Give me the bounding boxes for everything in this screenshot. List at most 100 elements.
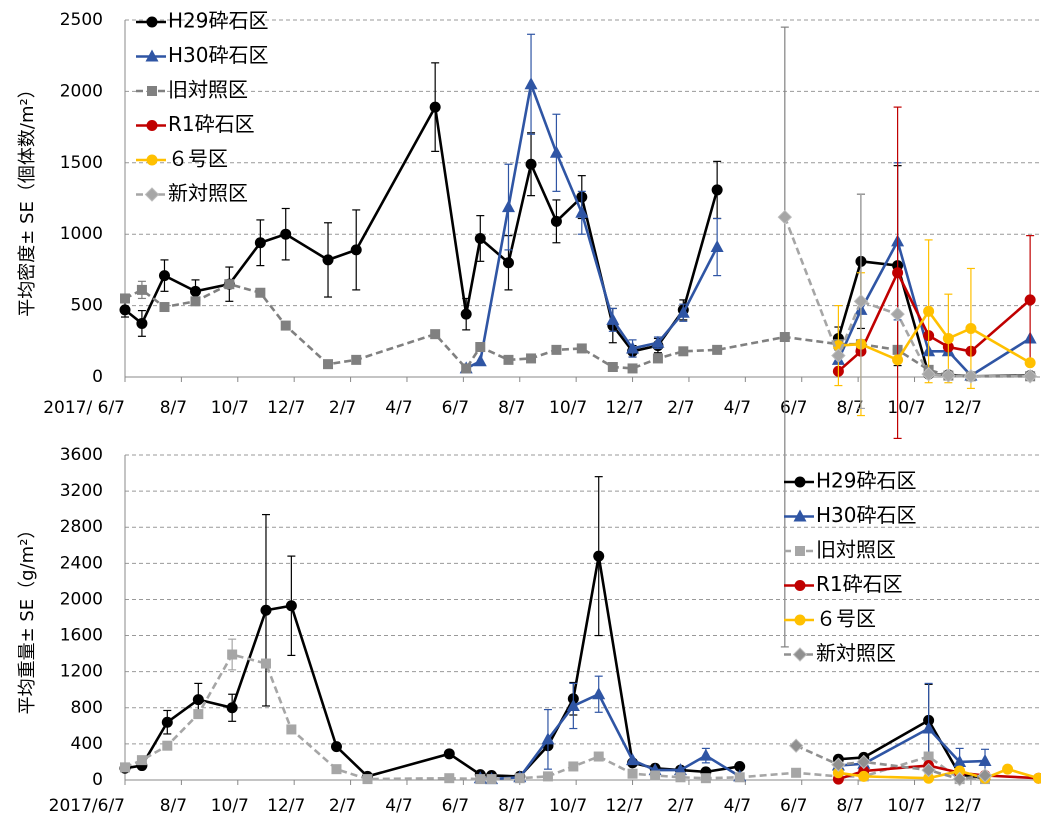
legend-item: 新対照区 [784,641,896,665]
x-tick-label: 6/7 [442,796,469,816]
point [568,761,579,772]
legend-marker [794,580,806,591]
point [953,754,967,767]
y-tick-label: 3200 [60,481,103,501]
point [351,354,362,365]
legend-item: H29砕石区 [784,469,917,493]
y-tick-label: 2000 [60,589,103,609]
point [923,751,934,762]
point [330,741,342,753]
legend-item: R1砕石区 [136,112,255,136]
point [486,774,497,785]
y-tick-label: 400 [71,734,103,754]
legend-marker [146,154,158,166]
point [593,550,605,562]
point [923,305,935,317]
x-tick-label: 2017/6/7 [49,796,125,816]
y-tick-label: 0 [92,367,103,387]
point [285,600,297,612]
y-tick-label: 500 [71,296,103,316]
point [429,101,441,113]
legend-item: H30砕石区 [784,503,917,527]
legend-marker [144,187,160,202]
x-tick-label: 2017/ 6/7 [43,398,125,418]
legend-label: ６号区 [816,607,876,631]
x-tick-label: 8/7 [836,398,863,418]
point [711,184,723,196]
legend-label: H29砕石区 [816,469,917,493]
point [791,767,802,778]
legend-label: R1砕石区 [816,572,903,596]
point [542,771,553,782]
panel: 0 500 1000 1500 2000 2500 2017/ 6/7 8/7 10/7 12/7… [17,9,1040,648]
point [922,721,936,734]
point [227,649,238,660]
legend-marker [793,509,807,522]
x-tick-label: 8/7 [160,398,187,418]
point [853,294,869,309]
legend-label: 旧対照区 [816,538,896,562]
legend-label: 新対照区 [816,641,896,665]
point [322,254,334,266]
point [120,293,130,304]
point [1002,763,1014,775]
y-tick-label: 2500 [60,10,103,30]
point [475,342,486,353]
point [161,716,173,728]
legend-item: R1砕石区 [784,572,903,596]
y-tick-label: 800 [71,698,103,718]
series [120,638,991,785]
legend-marker [792,647,808,662]
point [942,332,954,344]
y-tick-label: 1600 [60,626,103,646]
point [158,270,170,282]
x-tick-label: 12/7 [267,796,305,816]
point [1024,357,1036,369]
point [890,306,905,322]
legend-item: H30砕石区 [136,43,269,67]
point [549,145,563,158]
x-tick-label: 4/7 [385,398,412,418]
x-tick-label: 2/7 [667,398,694,418]
legend-item: H29砕石区 [136,9,269,33]
point [502,257,514,269]
point [550,215,562,227]
x-tick-label: 12/7 [267,398,305,418]
point [626,341,640,354]
legend-marker [146,120,158,131]
point [627,363,638,374]
point [892,354,904,366]
point [978,754,992,767]
point [941,368,956,383]
series [459,33,1037,381]
x-tick-label: 6/7 [780,398,807,418]
point [1033,772,1041,784]
point [923,772,935,784]
point [226,702,238,714]
point [575,205,589,218]
point [626,753,640,766]
x-tick-label: 8/7 [160,796,187,816]
point [593,751,604,762]
point [460,308,472,320]
point [475,774,486,785]
point [576,343,587,354]
legend-item: ６号区 [136,147,228,171]
legend-item: 旧対照区 [784,538,896,562]
point [286,724,297,735]
x-tick-label: 2/7 [667,796,694,816]
legend-marker [146,16,158,28]
point [501,200,515,213]
legend-marker [145,49,159,62]
point [675,772,686,783]
x-tick-label: 10/7 [549,796,587,816]
x-tick-label: 10/7 [549,398,587,418]
point [921,366,936,382]
series-line [795,744,986,781]
x-tick-label: 2/7 [329,398,356,418]
point [710,240,724,253]
point [136,284,147,295]
x-tick-label: 4/7 [724,796,751,816]
point [965,322,977,334]
